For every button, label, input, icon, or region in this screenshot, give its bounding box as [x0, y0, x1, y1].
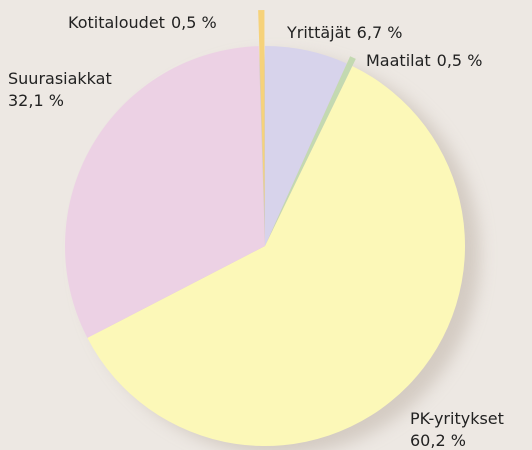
category-label: PK-yritykset — [410, 409, 504, 428]
pie — [64, 10, 465, 446]
value-label: 0,5 % — [171, 13, 217, 32]
pie-slice — [258, 10, 265, 211]
value-label: 60,2 % — [410, 431, 466, 450]
pie-slice — [87, 66, 465, 446]
slice-label: Yrittäjät 6,7 % — [286, 23, 402, 42]
pie-slice — [268, 56, 356, 239]
slice-label: Suurasiakkat 32,1 % — [8, 69, 112, 110]
category-label: Suurasiakkat — [8, 69, 112, 88]
category-label: Yrittäjät — [286, 23, 351, 42]
slice-label: PK-yritykset 60,2 % — [410, 409, 504, 450]
value-label: 32,1 % — [8, 91, 64, 110]
category-label: Kotitaloudet — [68, 13, 165, 32]
value-label: 0,5 % — [437, 51, 483, 70]
pie-slice — [64, 46, 265, 338]
labels: Yrittäjät 6,7 % Maatilat 0,5 % PK-yritykset 6… — [8, 13, 504, 450]
category-label: Maatilat — [366, 51, 431, 70]
slice-label: Maatilat 0,5 % — [366, 51, 482, 70]
pie-slice — [265, 46, 347, 246]
slice-label: Kotitaloudet 0,5 % — [68, 13, 217, 32]
value-label: 6,7 % — [357, 23, 403, 42]
